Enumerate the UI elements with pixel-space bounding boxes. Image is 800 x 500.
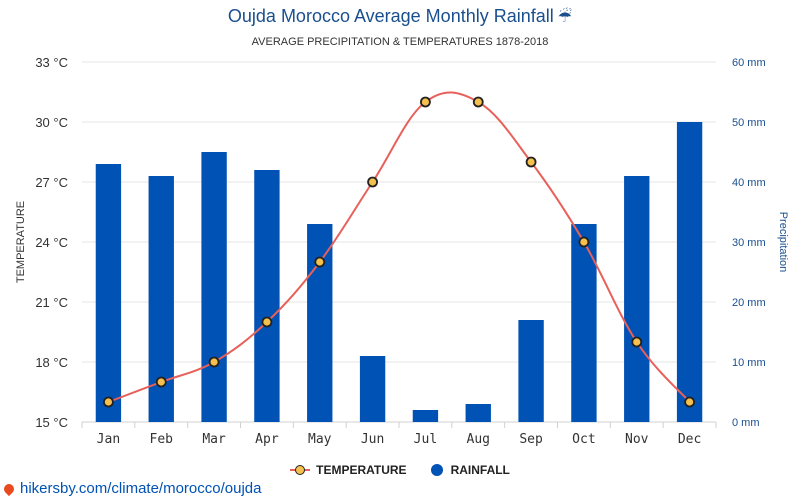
x-tick-label: Jun: [361, 432, 384, 447]
chart-title-text: Oujda Morocco Average Monthly Rainfall: [227, 6, 554, 26]
rainfall-bar: [465, 404, 491, 422]
right-tick-label: 10 mm: [732, 357, 766, 369]
rainfall-bar: [95, 164, 122, 422]
left-tick-label: 30 °C: [35, 115, 68, 130]
legend-temperature-marker: [290, 464, 311, 476]
left-tick-label: 15 °C: [35, 415, 68, 430]
legend-temperature-label: TEMPERATURE: [316, 463, 407, 477]
rainfall-bar: [201, 152, 227, 422]
rainfall-bar: [676, 122, 703, 422]
right-tick-label: 60 mm: [732, 57, 766, 69]
x-tick-label: Dec: [678, 432, 701, 447]
left-tick-label: 18 °C: [35, 355, 68, 370]
temperature-point: [472, 96, 484, 108]
left-tick-label: 24 °C: [35, 235, 68, 250]
source-link[interactable]: hikersby.com/climate/morocco/oujda: [1, 480, 262, 497]
temperature-point: [261, 316, 273, 328]
temperature-line: [108, 91, 691, 403]
chart-subtitle: AVERAGE PRECIPITATION & TEMPERATURES 187…: [251, 36, 549, 48]
right-axis-title: Precipitation: [777, 212, 789, 273]
temperature-point: [367, 176, 378, 188]
right-tick-label: 40 mm: [732, 177, 766, 189]
temperature-point: [155, 376, 167, 388]
right-tick-label: 30 mm: [732, 237, 766, 249]
rainfall-bar: [359, 356, 386, 422]
rainfall-bar: [254, 170, 280, 422]
legend-rainfall-marker: [430, 464, 443, 476]
temperature-point: [684, 396, 695, 408]
left-tick-label: 27 °C: [35, 175, 68, 190]
rainfall-bar: [518, 320, 544, 422]
x-tick-label: Oct: [572, 432, 595, 447]
temperature-point: [578, 236, 590, 248]
x-tick-label: Nov: [625, 432, 649, 447]
temperature-point: [525, 156, 537, 168]
umbrella-rain-icon: ☔: [557, 9, 573, 26]
x-tick-label: Jan: [97, 432, 120, 447]
rainfall-bar: [412, 410, 439, 422]
left-axis-title: TEMPERATURE: [15, 201, 27, 283]
x-tick-label: Feb: [150, 432, 174, 447]
chart-title: Oujda Morocco Average Monthly Rainfall ☔: [0, 6, 800, 27]
legend-rainfall-label: RAINFALL: [450, 463, 510, 477]
temperature-point: [103, 396, 114, 408]
right-tick-label: 20 mm: [732, 297, 766, 309]
temperature-point: [314, 256, 326, 268]
chart-legend: TEMPERATURE RAINFALL: [0, 463, 800, 477]
location-pin-icon: [1, 481, 17, 496]
right-tick-label: 0 mm: [732, 417, 760, 429]
temperature-point: [631, 336, 643, 348]
source-link-text: hikersby.com/climate/morocco/oujda: [20, 480, 262, 497]
legend-item-rainfall[interactable]: RAINFALL: [430, 463, 510, 477]
left-tick-label: 33 °C: [35, 55, 68, 70]
rainfall-bar: [307, 224, 333, 422]
rainfall-bar: [624, 176, 650, 422]
temperature-point: [420, 96, 431, 108]
x-tick-label: Sep: [519, 432, 543, 447]
x-tick-label: Aug: [467, 432, 490, 447]
x-tick-label: Apr: [255, 432, 279, 447]
rainfall-bar: [571, 224, 597, 422]
x-tick-label: Jul: [414, 432, 437, 447]
left-tick-label: 21 °C: [35, 295, 68, 310]
temperature-point: [208, 356, 220, 368]
x-tick-label: Mar: [202, 432, 226, 447]
x-tick-label: May: [308, 432, 332, 447]
legend-item-temperature[interactable]: TEMPERATURE: [290, 463, 407, 477]
right-tick-label: 50 mm: [732, 117, 766, 129]
